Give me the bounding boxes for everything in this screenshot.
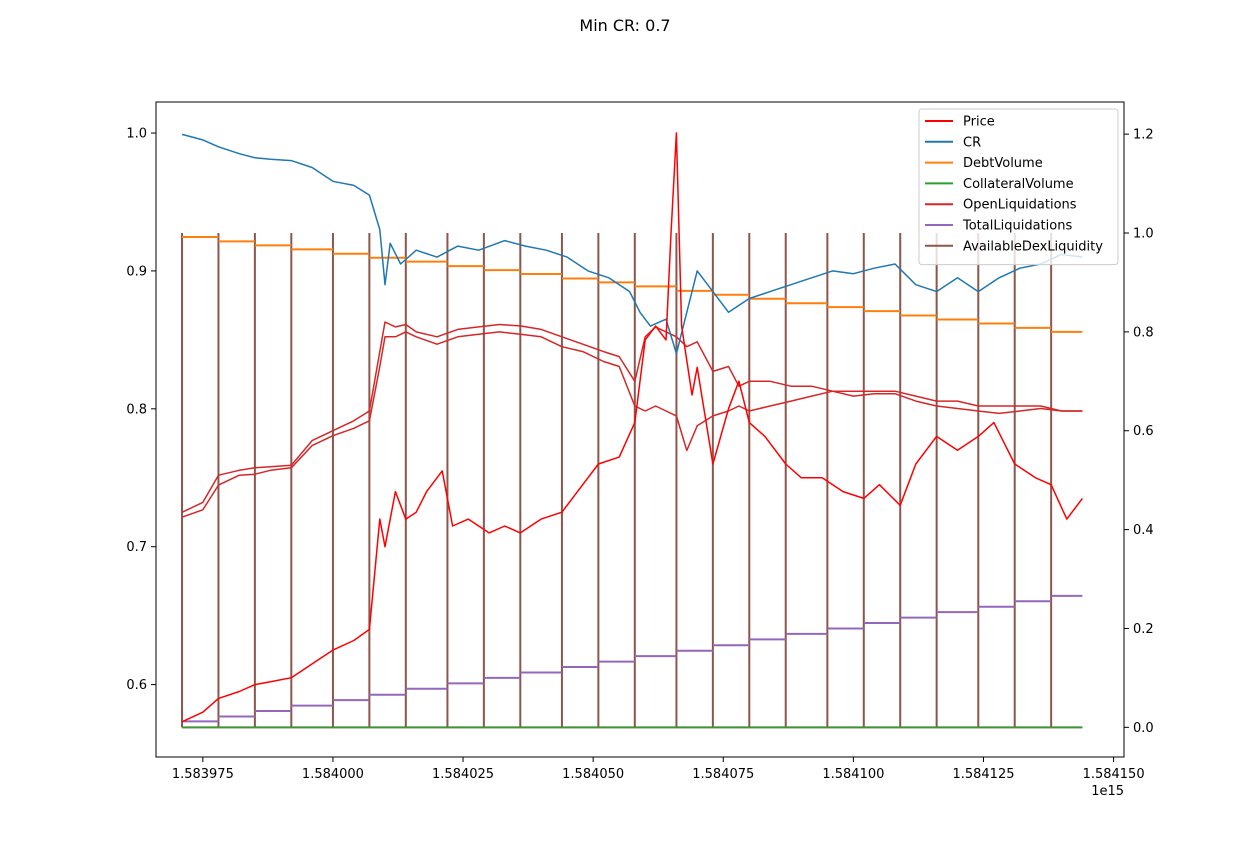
- legend-label: Price: [963, 115, 995, 130]
- legend-item: DebtVolume: [925, 156, 1043, 171]
- series-cr-line: [181, 133, 1083, 355]
- x-axis: 1.583975 1.584000 1.584025 1.584050 1.584075…: [172, 757, 1145, 782]
- x-tick-label: 1.583975: [172, 767, 234, 782]
- legend-item: OpenLiquidations: [925, 198, 1077, 213]
- legend-label: TotalLiquidations: [962, 219, 1072, 234]
- openliquidations-upper-line: [181, 321, 1083, 513]
- plot-area: [181, 132, 1083, 729]
- x-tick-label: 1.584025: [432, 767, 494, 782]
- y-left-tick-label: 1.0: [126, 127, 147, 142]
- y-left-tick-label: 0.6: [126, 678, 147, 693]
- x-tick-label: 1.584075: [692, 767, 754, 782]
- legend-item: CR: [925, 135, 981, 150]
- legend-label: CR: [963, 135, 981, 150]
- y-right-tick-label: 0.2: [1133, 622, 1154, 637]
- x-tick-label: 1.584100: [822, 767, 884, 782]
- legend-item: AvailableDexLiquidity: [925, 239, 1103, 254]
- legend-label: DebtVolume: [963, 156, 1043, 171]
- legend: Price CR DebtVolume CollateralVolume OpenLiq…: [918, 108, 1119, 266]
- legend-label: CollateralVolume: [963, 177, 1074, 192]
- x-tick-label: 1.584150: [1083, 767, 1145, 782]
- y-right-tick-label: 0.8: [1133, 325, 1154, 340]
- legend-label: AvailableDexLiquidity: [963, 239, 1103, 254]
- legend-item: CollateralVolume: [925, 177, 1074, 192]
- legend-label: OpenLiquidations: [963, 198, 1077, 213]
- series-price-line: [181, 132, 1083, 723]
- x-tick-label: 1.584000: [302, 767, 364, 782]
- y-left-tick-label: 0.8: [126, 402, 147, 417]
- chart-title: Min CR: 0.7: [579, 16, 670, 35]
- legend-item: Price: [925, 115, 995, 130]
- y-right-tick-label: 0.4: [1133, 523, 1154, 538]
- y-axis-right: 0.0 0.2 0.4 0.6 0.8 1.0 1.2: [1124, 128, 1154, 736]
- y-right-tick-label: 1.2: [1133, 128, 1154, 143]
- legend-box: [918, 108, 1119, 266]
- y-right-tick-label: 1.0: [1133, 227, 1154, 242]
- y-axis-left: 0.6 0.7 0.8 0.9 1.0: [126, 127, 156, 693]
- series-totalliquidations: [182, 594, 1083, 723]
- series-openliquidations: [181, 321, 1083, 518]
- series-availabledexliquidity: [181, 233, 1083, 729]
- openliquidations-lower-line: [181, 331, 1083, 518]
- legend-item: TotalLiquidations: [925, 219, 1072, 234]
- x-tick-label: 1.584050: [562, 767, 624, 782]
- y-left-tick-label: 0.7: [126, 540, 147, 555]
- series-debtvolume: [182, 235, 1083, 333]
- x-tick-label: 1.584125: [952, 767, 1014, 782]
- y-right-tick-label: 0.6: [1133, 424, 1154, 439]
- x-axis-offset-label: 1e15: [1091, 784, 1124, 799]
- y-left-tick-label: 0.9: [126, 264, 147, 279]
- y-right-tick-label: 0.0: [1133, 721, 1154, 736]
- axes-frame: [155, 101, 1125, 758]
